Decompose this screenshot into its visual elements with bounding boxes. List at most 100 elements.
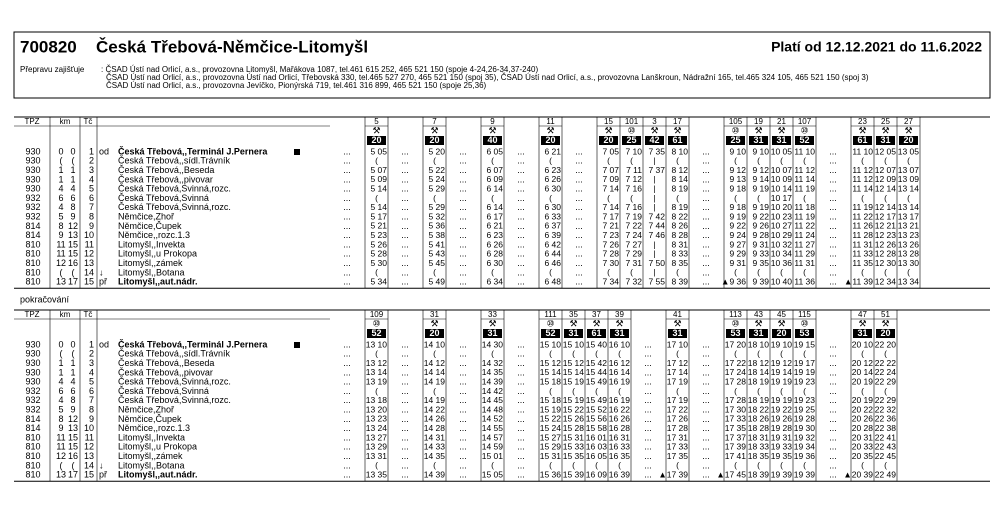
filler: ... [517, 386, 525, 396]
time: 10 17 [771, 193, 793, 203]
time: 15 01 [482, 451, 504, 461]
time: ( [375, 386, 378, 396]
filler: ... [829, 404, 837, 414]
stop-order: 2 [89, 156, 94, 166]
stop-name: Česká Třebová,,Beseda [118, 358, 214, 368]
filler: ... [702, 174, 710, 184]
col-head: km [60, 117, 71, 126]
km: 5 [58, 404, 63, 414]
filler: ... [517, 367, 525, 377]
tpz: 930 [25, 339, 40, 349]
time: 5 41 [428, 239, 445, 249]
time: 15 18 [540, 395, 562, 405]
time: ( [676, 193, 679, 203]
km: 12 [68, 414, 78, 424]
trip-code: 31 [614, 328, 624, 338]
filler: ... [401, 184, 409, 194]
trip-code: 52 [371, 328, 381, 338]
time: 13 29 [366, 442, 388, 452]
trip-number: 19 [754, 117, 763, 126]
filler: ... [829, 339, 837, 349]
time: ( [491, 349, 494, 359]
time: 17 14 [667, 367, 689, 377]
tpz: 810 [25, 451, 40, 461]
tpz: 810 [25, 267, 40, 277]
km: 12 [68, 221, 78, 231]
km: 1 [70, 358, 75, 368]
km: 17 [68, 277, 78, 287]
time: 20 19 [852, 376, 874, 386]
time: 9 28 [752, 230, 769, 240]
filler: ... [517, 165, 525, 175]
time: 5 29 [428, 202, 445, 212]
filler: ... [702, 414, 710, 424]
time: 6 37 [544, 221, 561, 231]
time: 5 20 [428, 146, 445, 156]
code-box [899, 136, 918, 145]
km: 0 [58, 339, 63, 349]
filler: ... [702, 258, 710, 268]
stop-order: 6 [89, 386, 94, 396]
filler: ... [575, 202, 583, 212]
filler: ... [459, 239, 467, 249]
trip-number: 115 [798, 310, 811, 319]
time: 17 35 [725, 423, 747, 433]
time: 7 09 [602, 174, 619, 184]
time: 9 18 [729, 202, 746, 212]
time: 17 33 [667, 442, 689, 452]
time: 15 44 [586, 367, 608, 377]
time: | [653, 183, 655, 193]
stop-order: 13 [84, 258, 94, 268]
col-head: Tč [84, 117, 93, 126]
validity: Platí od 12.12.2021 do 11.6.2022 [771, 39, 982, 55]
time: 9 39 [752, 276, 769, 286]
trip-number: 5 [374, 117, 379, 126]
time: 19 14 [771, 367, 793, 377]
filler: ... [829, 395, 837, 405]
time: 5 21 [370, 221, 387, 231]
time: 7 42 [648, 211, 665, 221]
time: ( [884, 193, 887, 203]
filler: ... [459, 451, 467, 461]
time: 14 52 [482, 414, 504, 424]
filler: ... [575, 165, 583, 175]
filler: ... [401, 165, 409, 175]
trip-code: 61 [672, 135, 682, 145]
stop-name: Litomyšl,,zámek [118, 258, 183, 268]
km: 13 [68, 423, 78, 433]
time: 12 23 [875, 230, 897, 240]
filler: ... [459, 184, 467, 194]
trip-symbol: ⑩ [731, 127, 739, 137]
filler: ... [829, 367, 837, 377]
time: 14 14 [424, 367, 446, 377]
time: 17 24 [725, 367, 747, 377]
filler: ... [575, 221, 583, 231]
time: 9 33 [752, 249, 769, 259]
tpz: 930 [25, 349, 40, 359]
filler: ... [829, 174, 837, 184]
trip-symbol: ⑩ [800, 127, 808, 137]
time: 17 39 [725, 442, 747, 452]
time: ( [549, 156, 552, 166]
time: 18 10 [748, 339, 770, 349]
trip-number: 43 [754, 310, 763, 319]
filler: ... [459, 277, 467, 287]
time: 17 19 [667, 395, 689, 405]
code-box [541, 329, 560, 338]
time: 9 19 [752, 202, 769, 212]
filler: ... [644, 423, 652, 433]
time: | [653, 193, 655, 203]
filler: ... [459, 156, 467, 166]
filler: ... [343, 395, 351, 405]
code-box [425, 136, 444, 145]
time: 16 22 [609, 404, 631, 414]
time: ( [491, 156, 494, 166]
code-box [645, 136, 664, 145]
km: 0 [70, 339, 75, 349]
time: 16 19 [609, 376, 631, 386]
trip-symbol: ⚒ [488, 320, 496, 330]
trip-code: 61 [591, 328, 601, 338]
filler: ... [517, 230, 525, 240]
time: 13 26 [898, 239, 920, 249]
time: 14 31 [424, 432, 446, 442]
